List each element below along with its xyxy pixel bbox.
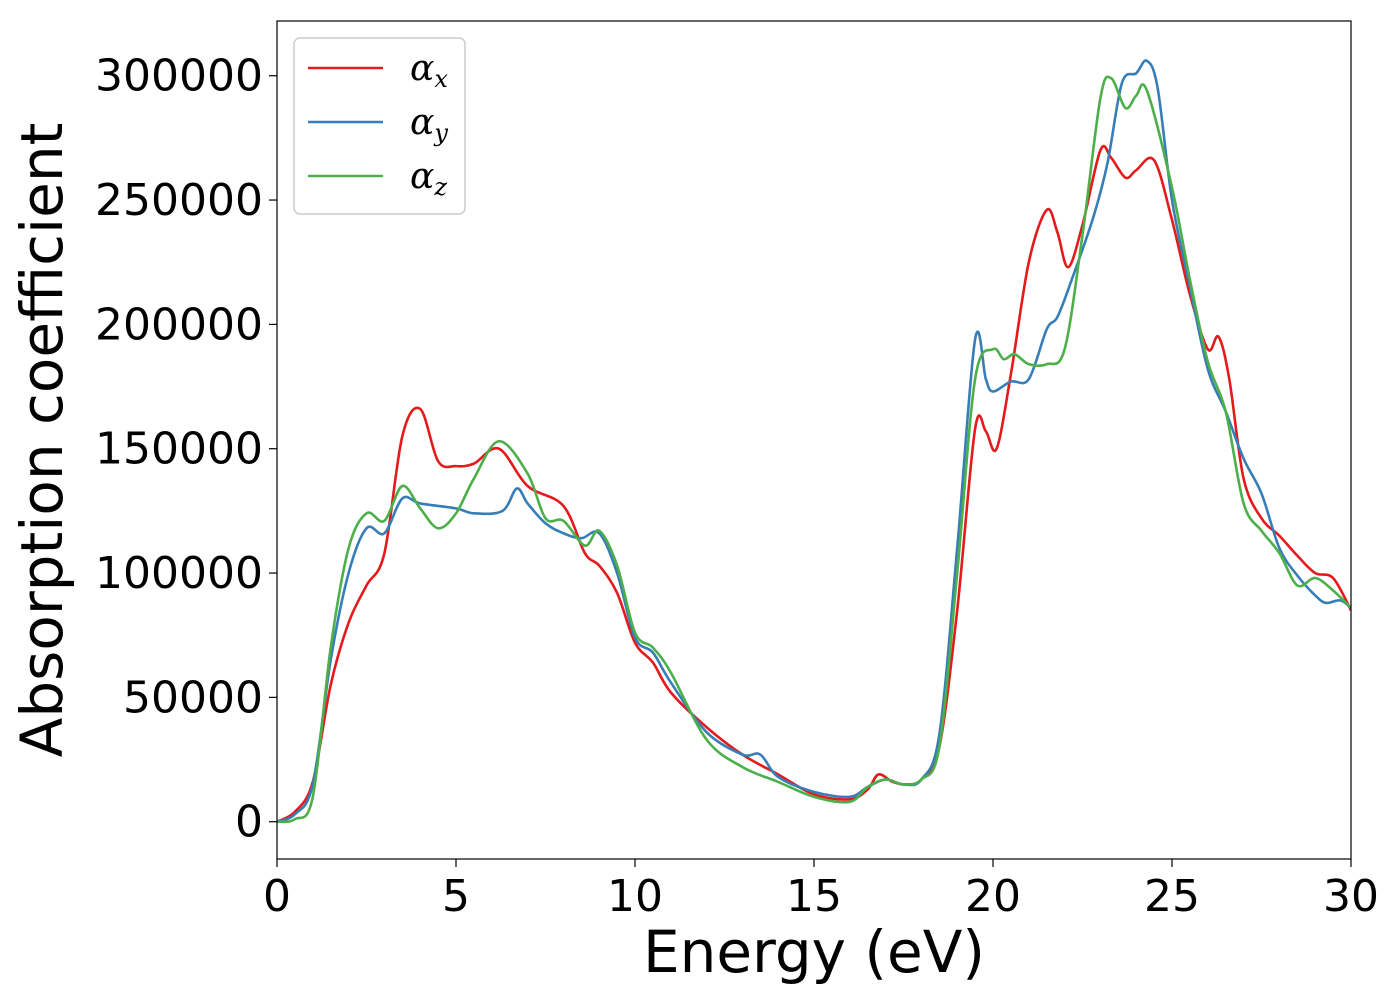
x-tick-label: 30 bbox=[1323, 871, 1379, 922]
x-tick-label: 10 bbox=[607, 871, 663, 922]
y-tick-label: 200000 bbox=[95, 299, 263, 350]
legend-label-alpha-z: αz bbox=[410, 156, 447, 201]
series-layer bbox=[277, 59, 1351, 824]
x-tick-label: 0 bbox=[263, 871, 291, 922]
legend: αx αy αz bbox=[293, 37, 466, 215]
x-axis-title: Energy (eV) bbox=[643, 918, 985, 986]
x-tick-label: 5 bbox=[442, 871, 470, 922]
y-tick-label: 50000 bbox=[123, 672, 263, 723]
y-axis-title: Absorption coefficient bbox=[8, 123, 76, 758]
legend-label-alpha-y: αy bbox=[410, 102, 448, 147]
series-line-alpha-z bbox=[277, 75, 1351, 824]
legend-label-alpha-x: αx bbox=[410, 48, 448, 93]
series-line-alpha-x bbox=[277, 144, 1351, 823]
x-tick-label: 15 bbox=[786, 871, 842, 922]
y-axis-ticks: 0 50000 100000 150000 200000 250000 300000 bbox=[95, 51, 277, 848]
y-tick-label: 150000 bbox=[95, 424, 263, 475]
legend-box bbox=[293, 37, 466, 215]
y-tick-label: 250000 bbox=[95, 175, 263, 226]
y-tick-label: 100000 bbox=[95, 548, 263, 599]
y-tick-label: 300000 bbox=[95, 51, 263, 102]
x-axis-ticks: 0 5 10 15 20 25 30 bbox=[263, 859, 1379, 922]
x-tick-label: 20 bbox=[965, 871, 1021, 922]
x-tick-label: 25 bbox=[1144, 871, 1200, 922]
y-tick-label: 0 bbox=[235, 797, 263, 848]
